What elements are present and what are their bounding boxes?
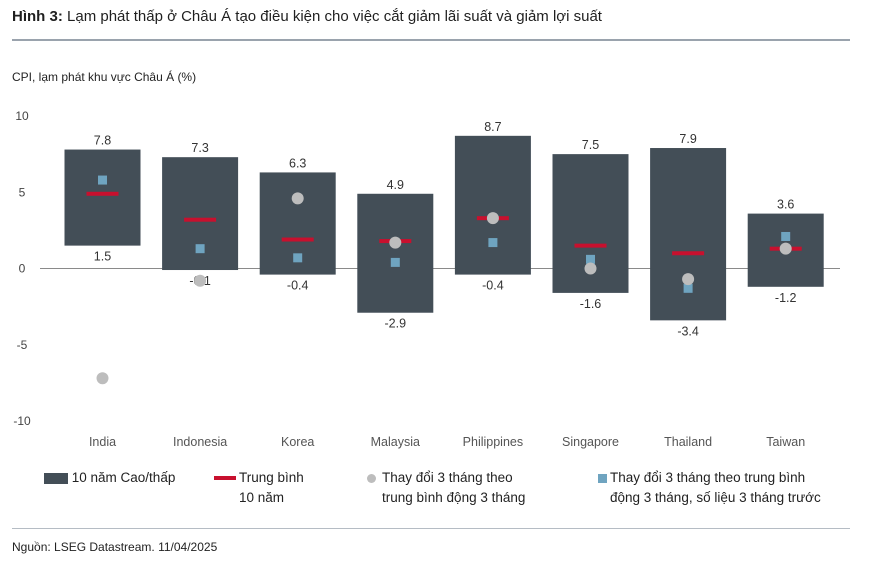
legend-dot-label-2: trung bình động 3 tháng	[382, 490, 526, 505]
low-value-label: -0.4	[482, 279, 504, 293]
range-bar	[650, 148, 727, 321]
figure-title-bold: Hình 3:	[12, 8, 63, 25]
change-3m-marker	[389, 236, 402, 249]
legend-square-label-2: động 3 tháng, số liệu 3 tháng trước	[610, 490, 821, 505]
low-value-label: -3.4	[677, 324, 699, 338]
change-3m-prev-marker	[293, 253, 303, 263]
inflation-chart: 1050-5-107.81.5India7.3-0.1Indonesia6.3-…	[13, 109, 840, 449]
high-value-label: 7.5	[582, 138, 599, 152]
source-note: Nguồn: LSEG Datastream. 11/04/2025	[12, 540, 218, 554]
legend-square-swatch	[598, 473, 607, 483]
mean-10y-marker	[281, 237, 314, 242]
legend-square: Thay đổi 3 tháng theo trung bình động 3 …	[598, 468, 821, 508]
change-3m-prev-marker	[586, 254, 595, 264]
legend-mean-label-2: 10 năm	[239, 490, 285, 505]
y-tick-label: -10	[13, 414, 31, 428]
legend-dot: Thay đổi 3 tháng theo trung bình động 3 …	[367, 468, 525, 508]
legend-dot-label-1: Thay đổi 3 tháng theo	[382, 470, 513, 485]
change-3m-prev-marker	[98, 175, 107, 185]
mean-10y-marker	[672, 251, 705, 256]
change-3m-marker	[486, 212, 499, 225]
change-3m-marker	[291, 192, 304, 205]
change-3m-marker	[779, 242, 792, 255]
high-value-label: 7.8	[94, 134, 111, 148]
x-tick-label: Malaysia	[371, 435, 420, 449]
mean-10y-marker	[574, 243, 607, 248]
legend-mean-label-1: Trung bình	[239, 470, 304, 485]
range-bar	[454, 135, 531, 275]
change-3m-prev-marker	[683, 283, 693, 293]
low-value-label: 1.5	[94, 250, 111, 264]
change-3m-prev-marker	[781, 231, 791, 241]
low-value-label: -1.2	[775, 291, 797, 305]
high-value-label: 4.9	[387, 178, 404, 192]
low-value-label: -2.9	[385, 317, 407, 331]
y-tick-label: 5	[19, 185, 26, 199]
change-3m-marker	[584, 262, 597, 275]
y-tick-label: 0	[19, 262, 26, 276]
x-tick-label: Philippines	[463, 435, 523, 449]
x-tick-label: Indonesia	[173, 435, 227, 449]
high-value-label: 8.7	[484, 120, 501, 134]
change-3m-prev-marker	[488, 238, 498, 248]
low-value-label: -0.4	[287, 279, 309, 293]
figure-title-text: Lạm phát thấp ở Châu Á tạo điều kiện cho…	[62, 8, 602, 25]
x-tick-label: India	[89, 435, 116, 449]
x-tick-label: Korea	[281, 435, 314, 449]
legend-range-label: 10 năm Cao/thấp	[71, 470, 176, 485]
mean-10y-marker	[184, 217, 217, 222]
x-tick-label: Taiwan	[766, 435, 805, 449]
high-value-label: 3.6	[777, 198, 794, 212]
legend-range-swatch	[44, 472, 68, 484]
y-tick-label: -5	[17, 338, 28, 352]
high-value-label: 7.9	[679, 132, 696, 146]
title-divider	[12, 39, 850, 41]
change-3m-marker	[194, 274, 207, 287]
mean-10y-marker	[86, 191, 119, 196]
change-3m-prev-marker	[390, 257, 400, 267]
low-value-label: -1.6	[580, 297, 602, 311]
x-tick-label: Thailand	[664, 435, 712, 449]
legend-range: 10 năm Cao/thấp	[44, 468, 175, 488]
legend-mean: Trung bình 10 năm	[214, 468, 304, 508]
figure-title: Hình 3: Lạm phát thấp ở Châu Á tạo điều …	[12, 8, 602, 25]
change-3m-marker	[96, 372, 109, 385]
range-bar	[64, 149, 141, 246]
change-3m-prev-marker	[195, 244, 205, 254]
y-axis-label: CPI, lạm phát khu vực Châu Á (%)	[12, 70, 197, 84]
change-3m-marker	[682, 273, 695, 286]
legend-mean-swatch	[214, 476, 236, 481]
high-value-label: 6.3	[289, 156, 306, 170]
high-value-label: 7.3	[191, 141, 208, 155]
legend-dot-swatch	[367, 473, 376, 483]
y-tick-label: 10	[15, 109, 29, 123]
legend-square-label-1: Thay đổi 3 tháng theo trung bình	[610, 470, 806, 485]
x-tick-label: Singapore	[562, 435, 619, 449]
footer-divider	[12, 528, 850, 529]
range-bar	[357, 193, 434, 313]
